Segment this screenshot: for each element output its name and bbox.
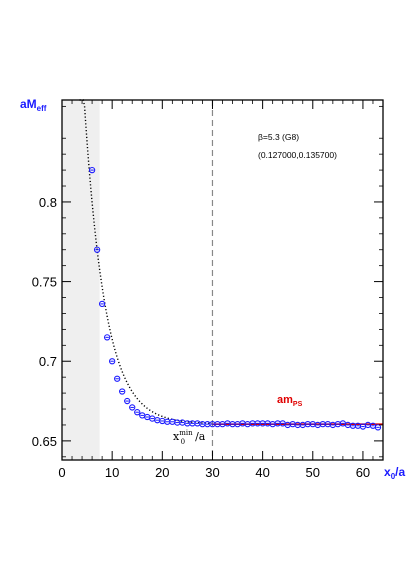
annotation-beta: β=5.3 (G8) [258,132,299,142]
data-point [204,421,211,428]
x-axis-label: x0/a [384,465,405,481]
data-point [179,419,186,426]
x-tick-label: 30 [205,465,219,480]
y-tick-label: 0.7 [39,354,57,369]
data-point [164,418,171,425]
data-point [144,413,151,421]
axis-ticks: 0 10 20 30 40 50 60 0.65 0.7 0.75 0.8 [32,100,383,480]
data-point [184,420,191,427]
data-point [194,420,201,427]
data-point [174,419,181,426]
data-point [124,397,131,405]
data-points [88,166,382,431]
data-point [98,300,106,308]
annotation-kappa: (0.127000,0.135700) [258,150,337,160]
data-point [109,358,116,365]
x-tick-label: 40 [255,465,269,480]
data-point [169,418,176,425]
x-tick-label: 20 [155,465,169,480]
data-point [114,375,121,382]
data-point [119,388,126,395]
x-tick-label: 50 [306,465,320,480]
fit-label: amPS [277,394,303,408]
x-tick-label: 0 [58,465,65,480]
data-point [134,409,141,416]
data-point [103,334,111,341]
data-point [189,420,196,427]
data-point [159,417,166,425]
x-tick-label: 10 [105,465,119,480]
x-tick-label: 60 [356,465,370,480]
y-tick-label: 0.65 [32,434,57,449]
excluded-region [62,100,100,460]
data-point [88,166,96,174]
data-point [139,412,146,419]
data-point [129,404,136,411]
y-tick-label: 0.75 [32,275,57,290]
data-point [154,417,161,424]
xmin-label: xmin 0/a [173,429,206,446]
y-axis-label: aMeff [20,97,47,113]
data-point [93,246,101,253]
data-point [149,415,156,422]
y-tick-label: 0.8 [39,195,57,210]
data-point [374,424,382,431]
